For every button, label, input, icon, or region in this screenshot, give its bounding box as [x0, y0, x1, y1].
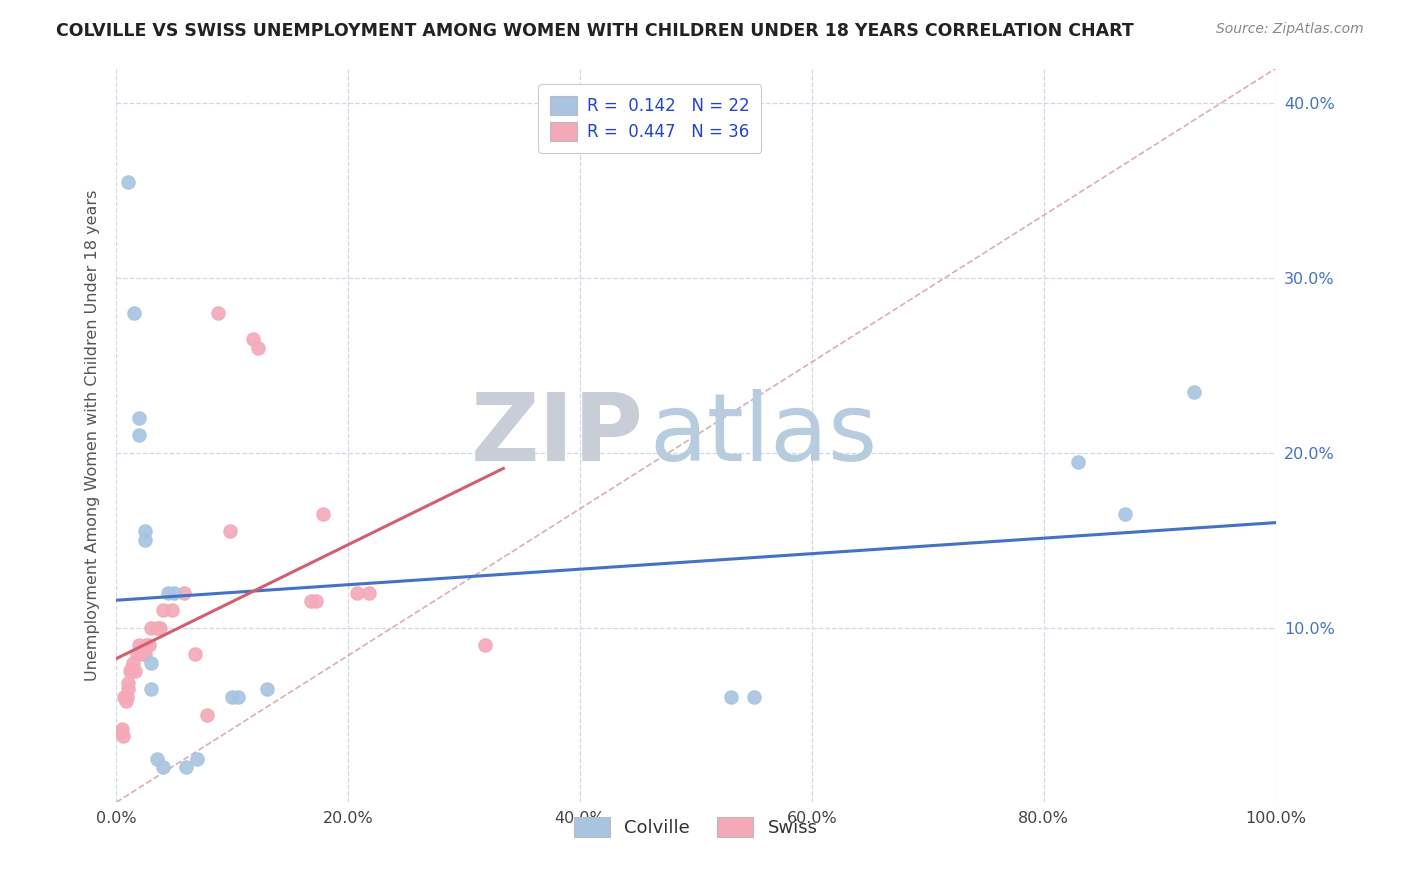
Point [112, 690, 135, 705]
Point [184, 647, 207, 661]
Point [1067, 454, 1090, 468]
Point [121, 656, 143, 670]
Point [742, 690, 765, 705]
Point [128, 638, 150, 652]
Point [134, 524, 156, 539]
Point [131, 647, 153, 661]
Point [120, 665, 142, 679]
Point [120, 663, 142, 677]
Y-axis label: Unemployment Among Women with Children Under 18 years: Unemployment Among Women with Children U… [86, 190, 100, 681]
Point [124, 665, 146, 679]
Text: COLVILLE VS SWISS UNEMPLOYMENT AMONG WOMEN WITH CHILDREN UNDER 18 YEARS CORRELAT: COLVILLE VS SWISS UNEMPLOYMENT AMONG WOM… [56, 22, 1135, 40]
Point [117, 676, 139, 690]
Point [122, 306, 145, 320]
Point [173, 585, 195, 599]
Point [134, 647, 156, 661]
Text: Source: ZipAtlas.com: Source: ZipAtlas.com [1216, 22, 1364, 37]
Point [160, 603, 183, 617]
Point [246, 341, 269, 355]
Point [1184, 384, 1206, 399]
Point [117, 175, 139, 189]
Point [149, 621, 172, 635]
Point [139, 656, 162, 670]
Point [195, 707, 218, 722]
Point [186, 751, 208, 765]
Point [114, 694, 136, 708]
Point [128, 428, 150, 442]
Point [720, 690, 742, 705]
Point [146, 621, 169, 635]
Point [146, 751, 169, 765]
Point [346, 585, 368, 599]
Point [174, 760, 197, 774]
Point [139, 621, 162, 635]
Point [242, 332, 264, 346]
Point [357, 585, 380, 599]
Point [299, 594, 322, 608]
Point [226, 690, 249, 705]
Point [128, 411, 150, 425]
Point [219, 524, 242, 539]
Text: atlas: atlas [650, 390, 877, 482]
Point [134, 533, 156, 548]
Text: ZIP: ZIP [471, 390, 644, 482]
Point [1114, 507, 1136, 521]
Point [152, 603, 174, 617]
Point [157, 585, 180, 599]
Point [139, 681, 162, 696]
Point [115, 690, 138, 705]
Point [256, 681, 278, 696]
Point [152, 760, 174, 774]
Point [474, 638, 496, 652]
Point [127, 647, 149, 661]
Point [305, 594, 328, 608]
Point [163, 585, 186, 599]
Point [311, 507, 333, 521]
Point [112, 729, 135, 743]
Point [207, 306, 229, 320]
Point [138, 638, 160, 652]
Point [117, 681, 139, 696]
Point [135, 638, 157, 652]
Point [110, 725, 132, 739]
Legend: Colville, Swiss: Colville, Swiss [567, 809, 825, 845]
Point [221, 690, 243, 705]
Point [111, 722, 134, 736]
